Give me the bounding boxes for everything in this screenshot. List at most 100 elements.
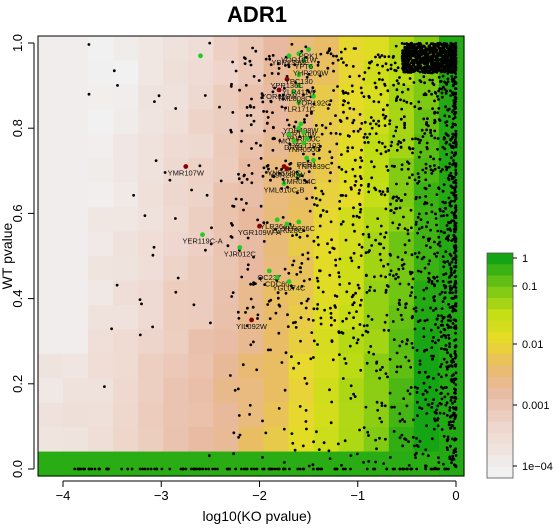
heatmap-cell: [88, 133, 114, 159]
highlight-point: [286, 132, 292, 138]
scatter-point: [453, 246, 456, 249]
scatter-point: [410, 226, 413, 230]
scatter-point: [383, 145, 387, 149]
scatter-point: [446, 435, 450, 439]
scatter-point: [418, 61, 422, 65]
scatter-point: [384, 207, 388, 211]
heatmap-cell: [188, 280, 215, 306]
scatter-point: [433, 129, 437, 133]
scatter-point: [363, 71, 367, 74]
scatter-point: [430, 346, 434, 349]
heatmap-cell: [138, 60, 164, 86]
scatter-point: [422, 62, 426, 66]
scatter-point: [422, 57, 426, 61]
scatter-point: [454, 123, 457, 127]
scatter-point: [357, 265, 361, 269]
heatmap-cell: [63, 60, 89, 86]
scatter-point: [338, 283, 342, 286]
scatter-point: [351, 146, 354, 150]
scatter-point: [192, 467, 196, 471]
scatter-point: [365, 324, 369, 327]
scatter-point: [347, 311, 351, 315]
scatter-point: [233, 388, 237, 392]
scatter-point: [287, 123, 291, 127]
scatter-point: [271, 54, 275, 57]
scatter-point: [395, 182, 398, 186]
heatmap-cell: [213, 353, 240, 379]
highlight-point: [284, 166, 290, 172]
scatter-point: [453, 324, 457, 328]
heatmap-cell: [63, 133, 89, 159]
scatter-point: [411, 47, 415, 51]
heatmap-cell: [163, 378, 189, 404]
heatmap-cell: [63, 280, 89, 306]
scatter-point: [360, 298, 363, 302]
scatter-point: [421, 168, 425, 172]
scatter-point: [207, 454, 211, 458]
scatter-point: [430, 62, 434, 65]
scatter-point: [383, 55, 387, 59]
scatter-point: [411, 435, 415, 439]
scatter-point: [320, 132, 324, 136]
scatter-point: [445, 360, 449, 364]
scatter-point: [249, 123, 253, 127]
heatmap-cell: [163, 402, 189, 428]
scatter-point: [433, 252, 436, 256]
scatter-point: [419, 138, 422, 142]
scatter-point: [395, 199, 398, 203]
scatter-point: [433, 50, 437, 54]
scatter-point: [318, 74, 322, 78]
scatter-point: [434, 212, 437, 216]
scatter-point: [348, 107, 352, 110]
scatter-point: [422, 66, 426, 70]
scatter-point: [452, 233, 456, 237]
scatter-point: [307, 90, 311, 94]
scatter-point: [281, 97, 285, 101]
scatter-point: [447, 49, 451, 52]
highlighted-points: YMR107WYER119C-AYIL092WYJR012CYGR109W-AY…: [168, 47, 331, 331]
scatter-point: [287, 65, 291, 69]
scatter-point: [361, 333, 364, 337]
scatter-point: [308, 209, 312, 213]
scatter-point: [252, 106, 256, 109]
scatter-point: [452, 285, 456, 289]
scatter-point: [112, 69, 116, 73]
scatter-point: [320, 189, 324, 193]
scatter-point: [244, 311, 247, 314]
scatter-point: [445, 348, 449, 352]
scatter-point: [397, 196, 400, 200]
scatter-point: [403, 193, 407, 196]
scatter-point: [332, 69, 335, 73]
scatter-point: [396, 226, 400, 230]
scatter-point: [141, 467, 145, 471]
scatter-point: [88, 467, 91, 471]
x-tick-label: −3: [154, 488, 169, 503]
scatter-point: [354, 291, 357, 295]
scatter-point: [302, 93, 305, 97]
scatter-point: [383, 116, 387, 120]
heatmap-cell: [138, 427, 164, 453]
scatter-point: [318, 269, 321, 273]
scatter-point: [443, 296, 447, 300]
scatter-point: [298, 266, 302, 269]
scatter-point: [451, 91, 454, 94]
scatter-point: [281, 93, 285, 97]
scatter-point: [138, 298, 142, 301]
scatter-point: [304, 420, 308, 423]
scatter-point: [418, 141, 421, 145]
scatter-point: [444, 334, 447, 338]
scatter-point: [268, 317, 272, 320]
scatter-point: [440, 397, 444, 401]
scatter-point: [280, 361, 284, 364]
scatter-point: [252, 340, 255, 344]
heatmap-cell: [413, 84, 440, 110]
scatter-point: [334, 258, 337, 262]
scatter-point: [163, 171, 167, 174]
scatter-point: [250, 172, 254, 175]
scatter-point: [406, 389, 410, 393]
heatmap-cell: [288, 182, 315, 208]
gene-label: YIL092W: [236, 322, 268, 331]
background-points: [73, 41, 458, 471]
scatter-point: [401, 67, 404, 70]
scatter-point: [271, 174, 275, 178]
